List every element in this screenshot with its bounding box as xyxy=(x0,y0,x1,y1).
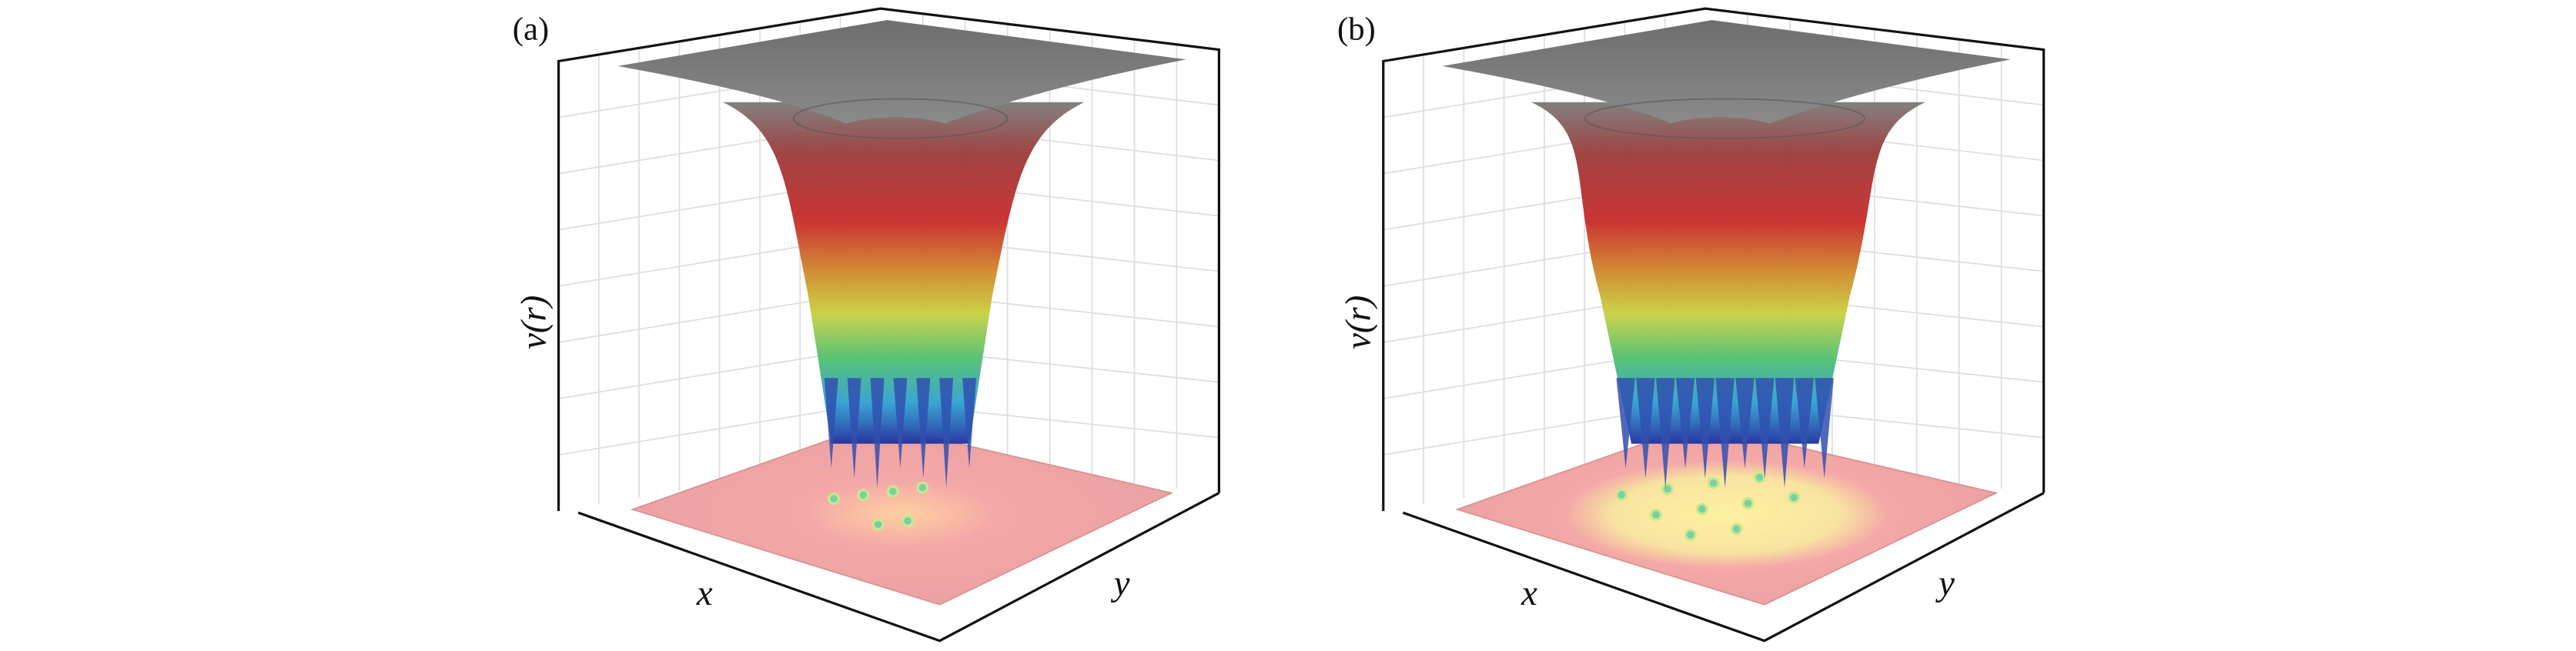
spike xyxy=(962,378,976,469)
base-dot xyxy=(916,481,929,494)
spike xyxy=(1755,378,1775,479)
spike xyxy=(916,378,931,479)
top-surface xyxy=(1442,20,2011,124)
spike xyxy=(939,378,954,489)
spike xyxy=(1795,378,1814,469)
base-dot xyxy=(857,489,870,502)
spike xyxy=(1735,378,1755,469)
x-axis-label: x xyxy=(696,573,713,613)
spike xyxy=(870,378,885,489)
frame xyxy=(577,492,1220,643)
base-dot xyxy=(1661,482,1674,496)
base-dot xyxy=(1649,508,1663,521)
z-axis-label: v(r) xyxy=(1339,295,1379,349)
frame xyxy=(1402,492,2045,643)
spike xyxy=(1715,378,1735,489)
base-dot xyxy=(1695,502,1708,516)
base-dot xyxy=(827,492,840,506)
spike xyxy=(1675,378,1695,469)
base-dot xyxy=(1753,471,1766,484)
spike xyxy=(824,378,838,469)
spike xyxy=(1695,378,1715,479)
frame xyxy=(1382,7,2046,512)
base-dot xyxy=(1730,522,1743,536)
spike xyxy=(847,378,861,479)
spike xyxy=(1815,378,1834,479)
funnel xyxy=(722,102,1085,444)
funnel-rim xyxy=(1584,98,1865,139)
base-dot xyxy=(871,518,885,531)
panel-label: (b) xyxy=(1337,12,1376,48)
spike xyxy=(1775,378,1795,489)
z-axis-label: v(r) xyxy=(514,295,554,349)
base-plane xyxy=(1455,423,1999,606)
y-axis-label: y xyxy=(1111,563,1130,603)
spike xyxy=(1616,378,1635,469)
x-axis-label: x xyxy=(1521,573,1537,613)
panel-label: (a) xyxy=(513,12,549,48)
funnel-rim xyxy=(792,98,1008,139)
base-dot xyxy=(901,514,914,527)
spike xyxy=(893,378,908,469)
funnel xyxy=(1531,102,1925,444)
frame xyxy=(557,7,1220,512)
base-dot xyxy=(1788,491,1801,504)
panel: (b) x y v(r) xyxy=(1337,7,2046,643)
spike xyxy=(1656,378,1675,489)
base-dot xyxy=(1741,496,1755,510)
base-dot xyxy=(886,485,899,498)
base-dot xyxy=(1707,476,1720,489)
spike xyxy=(1636,378,1655,479)
top-surface xyxy=(617,20,1186,124)
base-dot xyxy=(1684,529,1697,542)
panel: (a) x y v(r) xyxy=(513,7,1220,643)
base-plane xyxy=(630,423,1174,606)
y-axis-label: y xyxy=(1935,563,1955,603)
base-dot xyxy=(1615,488,1628,501)
